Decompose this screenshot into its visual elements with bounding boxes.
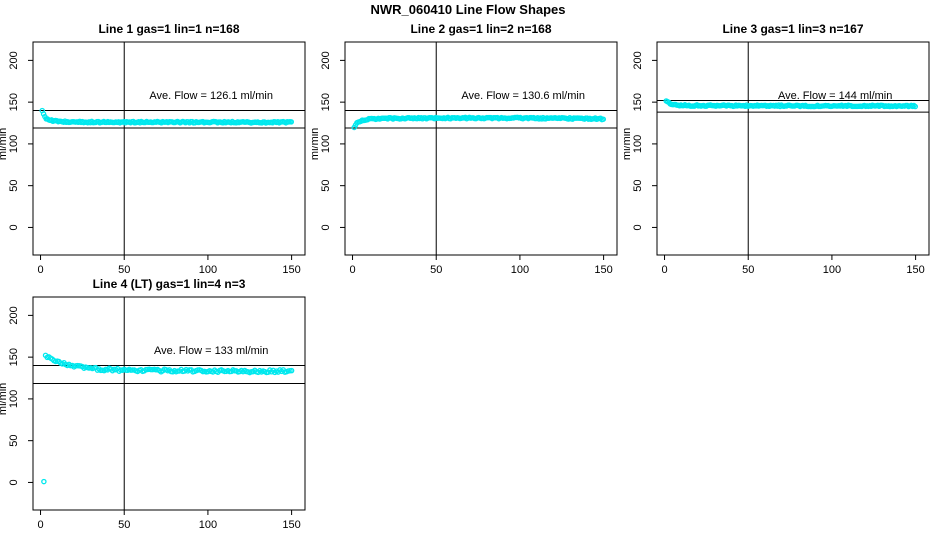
x-tick-label: 150 bbox=[594, 264, 612, 276]
x-axis: 0 50 100 150 bbox=[349, 255, 613, 276]
subplot-1: Line 1 gas=1 lin=1 n=168 0 50 100 150 200 ml/m… bbox=[0, 20, 312, 285]
y-tick-label: 50 bbox=[8, 180, 20, 192]
x-tick-label: 50 bbox=[118, 264, 130, 276]
y-tick-label: 150 bbox=[8, 348, 20, 366]
x-tick-label: 50 bbox=[742, 264, 754, 276]
subplot-title: Line 2 gas=1 lin=2 n=168 bbox=[410, 22, 551, 36]
y-tick-label: 200 bbox=[320, 51, 332, 69]
subplot-title: Line 3 gas=1 lin=3 n=167 bbox=[722, 22, 863, 36]
y-tick-label: 0 bbox=[8, 479, 20, 485]
subplot-4: Line 4 (LT) gas=1 lin=4 n=3 0 50 100 150 200 m… bbox=[0, 275, 312, 540]
data-point bbox=[40, 111, 47, 117]
reference-lines bbox=[33, 42, 305, 255]
x-tick-label: 50 bbox=[430, 264, 442, 276]
reference-lines bbox=[33, 297, 305, 510]
y-tick-label: 200 bbox=[632, 51, 644, 69]
y-tick-label: 150 bbox=[320, 93, 332, 111]
x-axis: 0 50 100 150 bbox=[37, 255, 301, 276]
plot-box bbox=[32, 296, 306, 511]
x-axis: 0 50 100 150 bbox=[37, 510, 301, 531]
data-points bbox=[39, 107, 295, 126]
avg-flow-annotation: Ave. Flow = 130.6 ml/min bbox=[461, 90, 585, 102]
plot-box bbox=[656, 41, 930, 256]
reference-lines bbox=[345, 42, 617, 255]
x-tick-label: 0 bbox=[37, 519, 43, 531]
y-axis: 0 50 100 150 200 ml/min bbox=[0, 51, 33, 230]
x-axis: 0 50 100 150 bbox=[661, 255, 925, 276]
data-points bbox=[41, 352, 295, 485]
subplot-canvas-4: Line 4 (LT) gas=1 lin=4 n=3 0 50 100 150 200 m… bbox=[0, 277, 306, 531]
y-axis-label: ml/min bbox=[624, 128, 633, 160]
data-point bbox=[912, 103, 919, 110]
subplot-canvas-1: Line 1 gas=1 lin=1 n=168 0 50 100 150 200 ml/m… bbox=[0, 22, 306, 276]
y-tick-label: 50 bbox=[8, 435, 20, 447]
data-points bbox=[351, 114, 607, 131]
subplot-2: Line 2 gas=1 lin=2 n=168 0 50 100 150 200 ml/m… bbox=[309, 20, 624, 285]
y-axis: 0 50 100 150 200 ml/min bbox=[621, 51, 657, 230]
avg-flow-annotation: Ave. Flow = 133 ml/min bbox=[154, 345, 268, 357]
y-tick-label: 150 bbox=[632, 93, 644, 111]
y-tick-label: 100 bbox=[8, 390, 20, 408]
y-tick-label: 100 bbox=[632, 135, 644, 153]
y-axis: 0 50 100 150 200 ml/min bbox=[0, 306, 33, 485]
y-tick-label: 0 bbox=[632, 224, 644, 230]
avg-flow-annotation: Ave. Flow = 144 ml/min bbox=[778, 90, 892, 102]
y-axis-label: ml/min bbox=[0, 128, 9, 160]
y-tick-label: 0 bbox=[8, 224, 20, 230]
x-tick-label: 0 bbox=[37, 264, 43, 276]
y-axis-label: ml/min bbox=[0, 383, 9, 415]
x-tick-label: 0 bbox=[661, 264, 667, 276]
y-axis-label: ml/min bbox=[312, 128, 321, 160]
subplot-3: Line 3 gas=1 lin=3 n=167 0 50 100 150 200 ml/m… bbox=[621, 20, 936, 285]
data-point-outlier bbox=[41, 478, 47, 485]
y-tick-label: 50 bbox=[632, 180, 644, 192]
subplot-canvas-2: Line 2 gas=1 lin=2 n=168 0 50 100 150 200 ml/m… bbox=[309, 22, 618, 276]
x-tick-label: 100 bbox=[199, 264, 217, 276]
reference-lines bbox=[657, 42, 929, 255]
main-title: NWR_060410 Line Flow Shapes bbox=[370, 2, 566, 17]
y-tick-label: 0 bbox=[320, 224, 332, 230]
avg-flow-annotation: Ave. Flow = 126.1 ml/min bbox=[149, 90, 273, 102]
data-point bbox=[600, 116, 607, 122]
x-tick-label: 150 bbox=[906, 264, 924, 276]
x-tick-label: 150 bbox=[282, 264, 300, 276]
y-tick-label: 50 bbox=[320, 180, 332, 192]
data-points bbox=[663, 98, 919, 110]
x-tick-label: 100 bbox=[199, 519, 217, 531]
y-tick-label: 200 bbox=[8, 51, 20, 69]
subplot-title: Line 4 (LT) gas=1 lin=4 n=3 bbox=[93, 277, 246, 291]
y-axis: 0 50 100 150 200 ml/min bbox=[309, 51, 345, 230]
x-tick-label: 50 bbox=[118, 519, 130, 531]
subplot-title: Line 1 gas=1 lin=1 n=168 bbox=[98, 22, 239, 36]
x-tick-label: 100 bbox=[511, 264, 529, 276]
y-tick-label: 150 bbox=[8, 93, 20, 111]
y-tick-label: 100 bbox=[8, 135, 20, 153]
data-point bbox=[288, 367, 295, 374]
plot-box bbox=[344, 41, 618, 256]
x-tick-label: 150 bbox=[282, 519, 300, 531]
y-tick-label: 200 bbox=[8, 306, 20, 324]
x-tick-label: 0 bbox=[349, 264, 355, 276]
plot-box bbox=[32, 41, 306, 256]
x-tick-label: 100 bbox=[823, 264, 841, 276]
data-point bbox=[288, 119, 295, 125]
y-tick-label: 100 bbox=[320, 135, 332, 153]
subplot-canvas-3: Line 3 gas=1 lin=3 n=167 0 50 100 150 200 ml/m… bbox=[621, 22, 930, 276]
